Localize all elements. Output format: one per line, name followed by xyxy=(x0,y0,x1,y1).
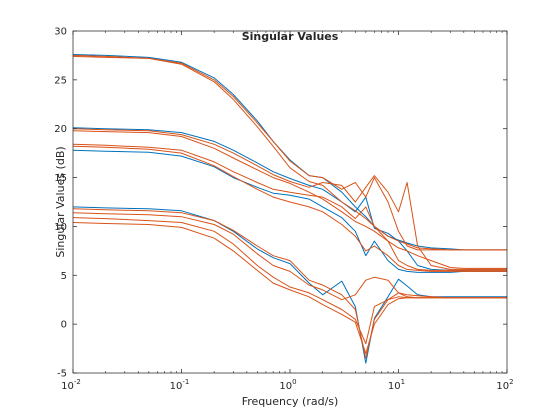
series-line-7 xyxy=(72,128,507,270)
y-tick-label: 30 xyxy=(54,27,67,38)
series-line-8 xyxy=(72,130,507,269)
y-tick-label: 5 xyxy=(61,271,67,282)
series-line-11 xyxy=(72,208,507,359)
series-layer xyxy=(72,54,507,364)
y-tick-label: 0 xyxy=(61,320,67,331)
y-tick-label: 10 xyxy=(54,222,67,233)
x-axis-label: Frequency (rad/s) xyxy=(242,395,339,408)
series-line-10 xyxy=(72,145,507,272)
chart-title: Singular Values xyxy=(242,30,339,43)
series-line-6 xyxy=(72,54,507,251)
y-tick-label: 25 xyxy=(54,75,67,86)
series-line-9 xyxy=(72,143,507,271)
y-axis-label: Singular Values (dB) xyxy=(54,146,67,257)
y-tick-label: 20 xyxy=(54,124,67,135)
series-line-3 xyxy=(72,149,507,273)
series-line-1 xyxy=(72,54,507,251)
series-line-14 xyxy=(72,222,507,354)
y-tick-label: 15 xyxy=(54,173,67,184)
y-tick-label: -5 xyxy=(57,369,67,380)
series-line-5 xyxy=(72,55,507,251)
